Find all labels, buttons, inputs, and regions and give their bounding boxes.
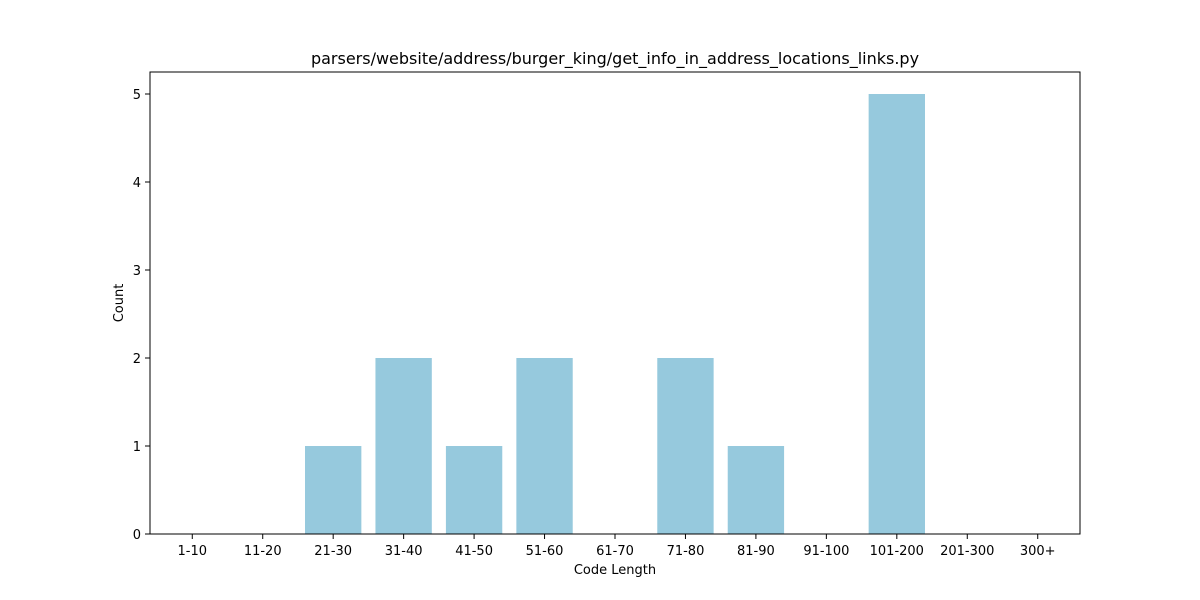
- y-tick-label: 4: [133, 176, 141, 191]
- bars-group: [305, 94, 925, 534]
- x-axis: 1-10 11-20 21-30 31-40 41-50 51-60 61-70 71-80 8…: [178, 534, 1056, 559]
- x-tick-label: 31-40: [385, 544, 423, 559]
- x-tick-label: 81-90: [737, 544, 775, 559]
- y-tick-label: 1: [133, 440, 141, 455]
- x-tick-label: 51-60: [526, 544, 564, 559]
- y-axis: 0 1 2 3 4 5: [133, 88, 150, 543]
- bar-41-50: [445, 446, 503, 534]
- bar-71-80: [657, 358, 714, 534]
- x-axis-label: Code Length: [574, 563, 656, 578]
- x-tick-label: 300+: [1020, 544, 1056, 559]
- y-tick-label: 5: [133, 88, 141, 103]
- bar-101-200: [868, 94, 925, 534]
- x-tick-label: 101-200: [870, 544, 924, 559]
- bar-51-60: [516, 358, 573, 534]
- chart-title: parsers/website/address/burger_king/get_…: [311, 49, 919, 69]
- plot-frame: [149, 71, 1081, 535]
- x-tick-label: 71-80: [667, 544, 705, 559]
- x-tick-label: 21-30: [314, 544, 352, 559]
- y-tick-label: 2: [133, 352, 141, 367]
- y-tick-label: 3: [133, 264, 141, 279]
- x-tick-label: 91-100: [803, 544, 849, 559]
- x-tick-label: 41-50: [455, 544, 493, 559]
- x-tick-label: 61-70: [596, 544, 634, 559]
- x-tick-label: 1-10: [178, 544, 208, 559]
- bar-81-90: [727, 446, 785, 534]
- bar-21-30: [305, 446, 362, 534]
- x-tick-label: 201-300: [940, 544, 994, 559]
- y-axis-label: Count: [112, 284, 127, 323]
- x-tick-label: 11-20: [244, 544, 282, 559]
- bar-31-40: [375, 358, 432, 534]
- y-tick-label: 0: [133, 528, 141, 543]
